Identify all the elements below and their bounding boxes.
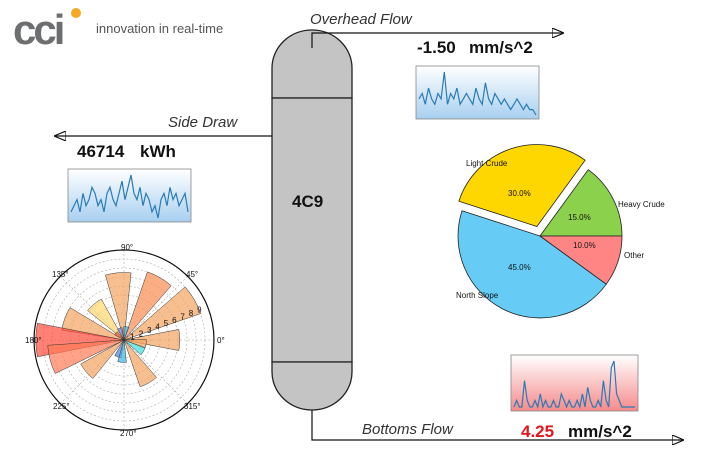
pie-label-other: Other — [624, 251, 645, 260]
polar-radial-tick: 1 — [130, 333, 135, 342]
bottoms-sparkline — [513, 360, 635, 410]
polar-bar — [123, 339, 157, 388]
polar-angle-45: 45° — [186, 270, 199, 279]
polar-angle-315: 315° — [184, 402, 201, 411]
bottoms-flow-label: Bottoms Flow — [362, 421, 453, 438]
side-draw-value: 46714 — [77, 142, 125, 161]
distillation-column[interactable] — [271, 29, 353, 411]
polar-outer-ring — [33, 249, 215, 431]
polar-radial-tick: 2 — [139, 329, 144, 338]
polar-radial-tick: 4 — [155, 323, 160, 332]
bottoms-sparkline-line — [513, 360, 635, 410]
column-top-cap — [271, 29, 353, 99]
pie-label-heavy-crude: Heavy Crude — [618, 200, 665, 209]
overhead-sparkline-line — [418, 71, 537, 116]
pie-slice-light-crude — [458, 144, 586, 227]
polar-bar — [117, 339, 127, 363]
column-bottom-cap — [271, 361, 353, 411]
polar-bar — [117, 327, 125, 341]
polar-bar — [123, 271, 172, 341]
polar-bar — [123, 326, 130, 341]
polar-bar — [87, 298, 125, 341]
polar-angle-0: 0° — [217, 336, 225, 345]
pie-slice-other — [538, 235, 623, 285]
pie-pct-heavy-crude: 15.0% — [568, 213, 591, 222]
polar-angle-135: 135° — [52, 270, 69, 279]
column-body — [271, 97, 353, 363]
pie-slice-heavy-crude — [539, 169, 623, 237]
polar-radial-tick: 8 — [189, 309, 194, 318]
polar-bar — [123, 339, 147, 349]
side-sparkline-line — [70, 174, 189, 219]
polar-bar — [114, 331, 125, 341]
bottoms-flow-line — [311, 410, 683, 440]
polar-angle-180: 180° — [25, 336, 42, 345]
polar-radial-tick: 7 — [180, 312, 185, 321]
overhead-flow-line — [311, 33, 563, 48]
polar-spoke — [123, 276, 188, 341]
polar-bar — [47, 339, 125, 374]
polar-bar — [80, 339, 125, 379]
pie-pct-light-crude: 30.0% — [508, 189, 531, 198]
bottoms-sparkline-box — [510, 354, 639, 412]
brand-tagline: innovation in real-time — [96, 21, 224, 36]
polar-bar — [123, 286, 201, 341]
crude-mix-pie-chart — [457, 144, 623, 319]
side-sparkline-box — [67, 168, 192, 223]
pie-label-north-slope: North Slope — [456, 291, 499, 300]
side-draw-unit: kWh — [140, 142, 176, 161]
overhead-flow-label: Overhead Flow — [310, 11, 412, 28]
polar-radial-tick: 9 — [197, 306, 202, 315]
polar-angle-270: 270° — [120, 429, 137, 438]
column-id: 4C9 — [292, 192, 324, 211]
overhead-sparkline — [418, 71, 537, 116]
overhead-value: -1.50 — [417, 38, 456, 57]
polar-radial-tick: 3 — [147, 326, 152, 335]
polar-bar — [123, 329, 181, 351]
polar-radial-tick: 5 — [164, 319, 169, 328]
brand-logo: cci — [13, 6, 65, 53]
overhead-unit: mm/s^2 — [469, 38, 533, 57]
pie-pct-north-slope: 45.0% — [508, 263, 531, 272]
side-draw-label: Side Draw — [168, 114, 238, 131]
pie-slice-north-slope — [457, 210, 607, 319]
polar-angle-225: 225° — [53, 402, 70, 411]
bottoms-unit: mm/s^2 — [568, 422, 632, 441]
polar-radial-tick: 6 — [172, 316, 177, 325]
polar-spoke — [123, 339, 188, 404]
polar-angle-90: 90° — [121, 243, 134, 252]
side-sparkline — [70, 174, 189, 219]
polar-bar — [105, 272, 132, 341]
logo-dot — [71, 8, 81, 18]
pie-label-light-crude: Light Crude — [466, 159, 508, 168]
pie-pct-other: 10.0% — [573, 241, 596, 250]
bottoms-value: 4.25 — [521, 422, 555, 441]
